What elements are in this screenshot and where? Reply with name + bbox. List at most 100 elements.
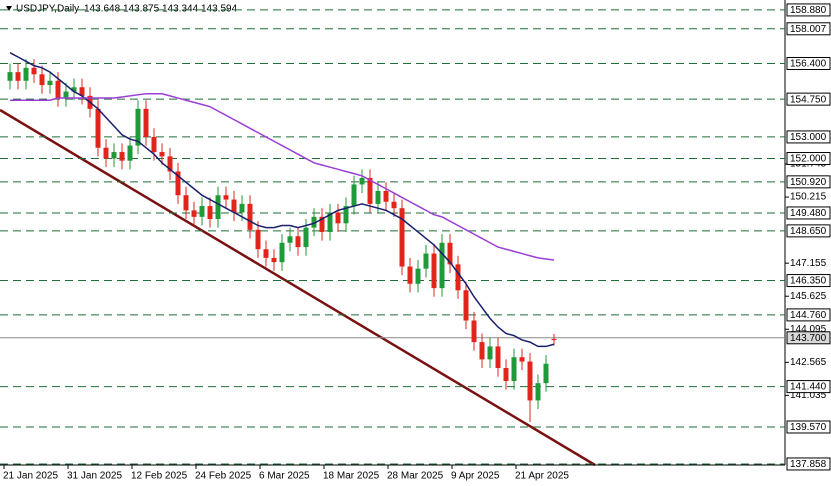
candle-body xyxy=(383,190,389,202)
candle-body xyxy=(271,257,277,263)
candle-body xyxy=(495,346,501,369)
header-value: 143.594 xyxy=(201,4,238,15)
candle-body xyxy=(391,201,397,209)
level-box xyxy=(786,3,831,17)
candle-body xyxy=(375,190,381,204)
candle-body xyxy=(535,383,541,401)
level-label: 137.858 xyxy=(790,459,827,470)
level-label: 152.000 xyxy=(790,154,827,165)
level-box xyxy=(786,152,831,166)
candle-body xyxy=(519,357,525,362)
level-box xyxy=(786,22,831,36)
candle-body xyxy=(287,236,293,243)
candle-body xyxy=(63,91,69,99)
level-box xyxy=(786,274,831,288)
candle-body xyxy=(135,108,141,146)
candle-body xyxy=(239,203,245,213)
candle-body xyxy=(415,268,421,284)
candle-body xyxy=(263,249,269,258)
y-tick-label: 145.625 xyxy=(790,291,827,302)
level-box xyxy=(786,380,831,394)
x-tick-label: 12 Feb 2025 xyxy=(131,471,188,482)
candle-body xyxy=(151,136,157,153)
level-box xyxy=(786,308,831,322)
level-box xyxy=(786,420,831,434)
x-tick-label: 6 Mar 2025 xyxy=(259,471,310,482)
candle-body xyxy=(15,72,21,81)
candle-body xyxy=(95,108,101,148)
candle-body xyxy=(439,242,445,289)
candle-body xyxy=(463,290,469,321)
level-label: 156.400 xyxy=(790,59,827,70)
y-tick-label: 147.155 xyxy=(790,258,827,269)
x-tick-label: 28 Mar 2025 xyxy=(387,471,444,482)
x-tick-label: 31 Jan 2025 xyxy=(67,471,122,482)
collapse-icon[interactable] xyxy=(6,6,12,11)
x-tick-label: 18 Mar 2025 xyxy=(323,471,380,482)
candle-body xyxy=(127,145,133,161)
candle-body xyxy=(23,67,29,81)
candle-body xyxy=(231,199,237,213)
moving-average xyxy=(10,92,555,261)
candle-body xyxy=(431,253,437,289)
level-label: 139.570 xyxy=(790,422,827,433)
candle-body xyxy=(279,242,285,263)
level-label: 154.750 xyxy=(790,94,827,105)
level-box xyxy=(786,175,831,189)
candle-body xyxy=(503,368,509,381)
candle-body xyxy=(487,346,493,360)
x-tick-label: 9 Apr 2025 xyxy=(451,471,500,482)
candle-body xyxy=(359,177,365,185)
candle-body xyxy=(551,338,557,341)
candle-body xyxy=(527,361,533,401)
candle-body xyxy=(39,74,45,86)
candle-body xyxy=(479,342,485,360)
level-label: 153.000 xyxy=(790,132,827,143)
candle-body xyxy=(175,171,181,196)
level-label: 158.007 xyxy=(790,24,827,35)
candle-body xyxy=(455,264,461,291)
candle-body xyxy=(319,216,325,232)
candle-body xyxy=(407,266,413,284)
x-tick-label: 21 Apr 2025 xyxy=(515,471,569,482)
candle-body xyxy=(71,87,77,92)
candle-body xyxy=(183,195,189,211)
candle-body xyxy=(111,152,117,159)
y-tick-label: 142.565 xyxy=(790,357,827,368)
candle-body xyxy=(351,184,357,207)
candle-body xyxy=(143,108,149,137)
header-value: 143.344 xyxy=(162,4,199,15)
price-box xyxy=(786,331,831,345)
candle-body xyxy=(247,203,253,230)
candle-body xyxy=(543,363,549,384)
candle-body xyxy=(295,236,301,248)
x-tick-label: 21 Jan 2025 xyxy=(3,471,58,482)
y-tick-label: 144.095 xyxy=(790,324,827,335)
candle-body xyxy=(223,195,229,200)
level-box xyxy=(786,206,831,220)
y-tick-label: 141.035 xyxy=(790,390,827,401)
candle-body xyxy=(215,195,221,220)
candle-body xyxy=(103,147,109,159)
candle-body xyxy=(343,206,349,224)
candle-body xyxy=(423,253,429,269)
candle-body xyxy=(159,152,165,157)
level-label: 144.760 xyxy=(790,310,827,321)
candle-body xyxy=(207,206,213,220)
candle-body xyxy=(447,242,453,265)
level-label: 149.480 xyxy=(790,208,827,219)
candle-body xyxy=(191,210,197,217)
candle-body xyxy=(311,216,317,228)
level-label: 141.440 xyxy=(790,382,827,393)
candle-body xyxy=(471,320,477,343)
level-box xyxy=(786,224,831,238)
candle-body xyxy=(167,156,173,172)
price-label: 143.700 xyxy=(790,333,827,344)
y-tick-label: 150.215 xyxy=(790,192,827,203)
x-tick-label: 24 Feb 2025 xyxy=(195,471,252,482)
moving-average xyxy=(9,52,555,348)
candle-body xyxy=(255,229,261,250)
level-box xyxy=(786,56,831,70)
